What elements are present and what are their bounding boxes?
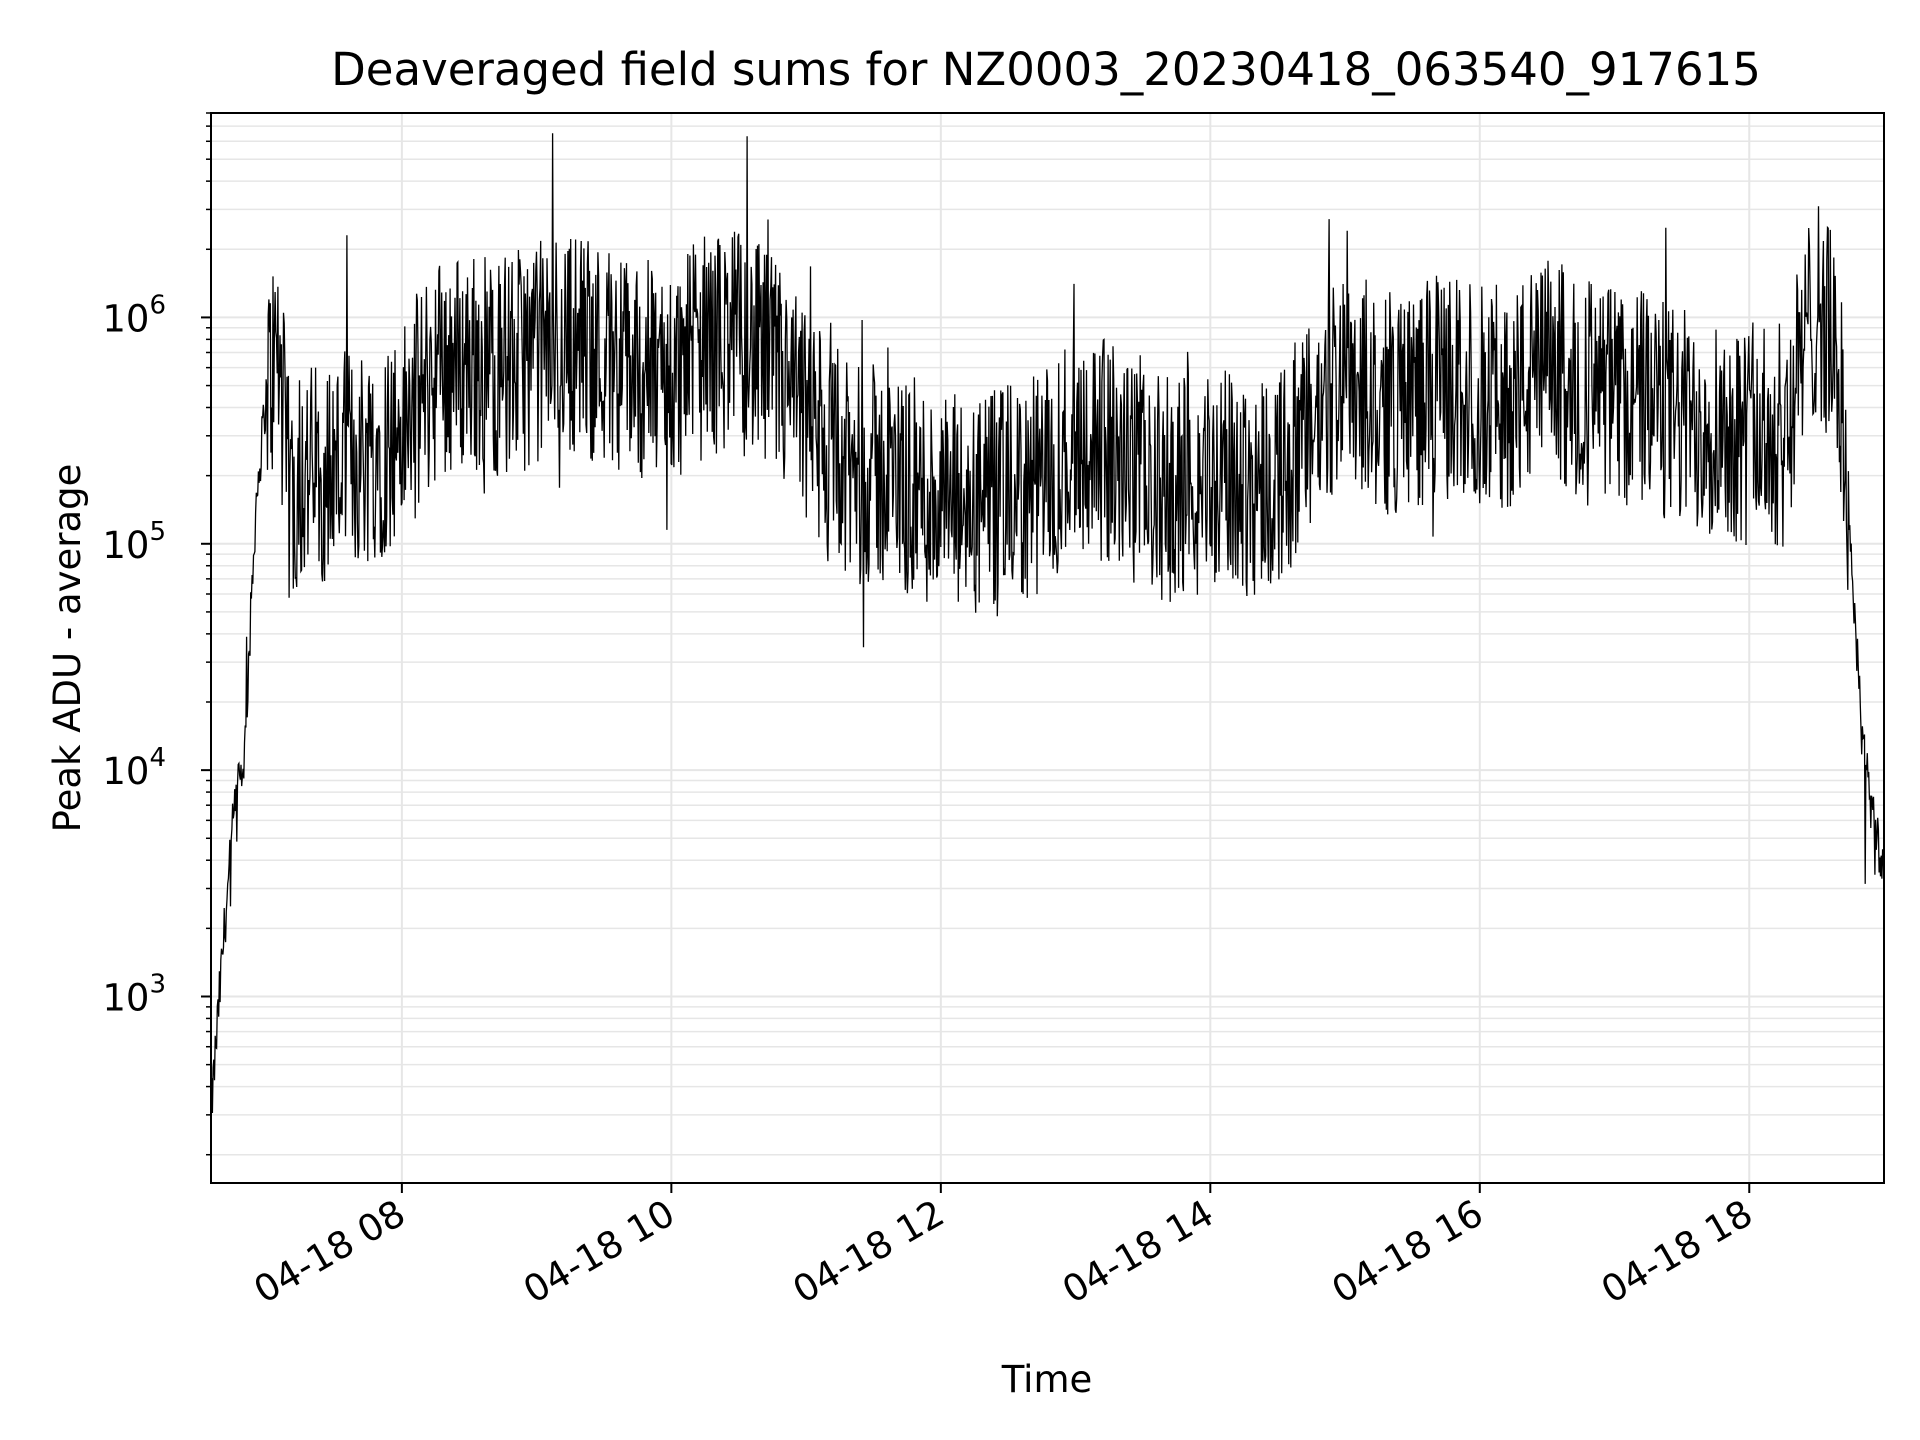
data-series: [210, 133, 1885, 1114]
plot-area-frame: [210, 112, 1885, 1184]
series-line: [210, 133, 1885, 1114]
chart-title: Deaveraged field sums for NZ0003_2023041…: [331, 43, 1761, 96]
y-tick-label: 106: [102, 290, 166, 340]
x-axis-label: Time: [1001, 1358, 1093, 1401]
y-axis-label: Peak ADU - average: [46, 464, 89, 833]
y-tick-label: 104: [102, 743, 166, 793]
y-tick-label: 103: [102, 970, 166, 1020]
y-tick-label: 105: [102, 517, 166, 567]
grid-lines: [211, 112, 1884, 1183]
y-axis-ticks: 103 104 105 106: [102, 112, 211, 1156]
